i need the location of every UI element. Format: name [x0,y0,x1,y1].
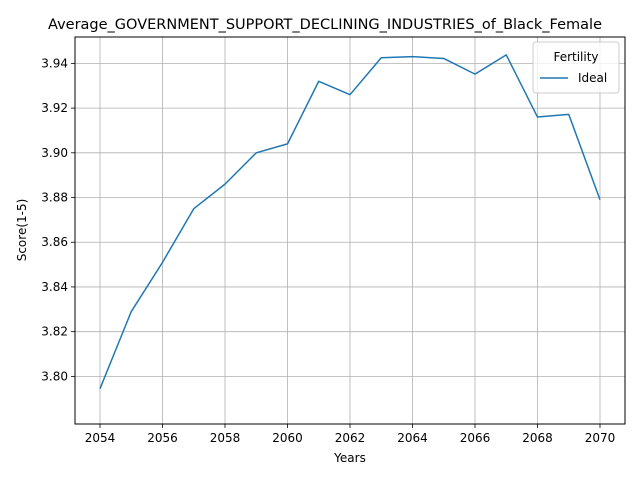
x-tick-label: 2062 [335,431,366,445]
x-tick-label: 2064 [397,431,428,445]
y-tick-label: 3.86 [41,235,68,249]
x-tick-label: 2070 [585,431,616,445]
x-axis-label: Years [333,451,366,465]
y-tick-label: 3.82 [41,325,68,339]
y-tick-label: 3.88 [41,191,68,205]
x-tick-label: 2066 [460,431,491,445]
x-tick-label: 2068 [522,431,553,445]
axis-ticks: 2054 2056 2058 2060 2062 2064 2066 2068 2070 3.80… [41,56,615,445]
x-tick-label: 2058 [210,431,241,445]
y-tick-label: 3.94 [41,56,68,70]
legend: Fertility Ideal [532,41,620,94]
x-tick-label: 2060 [272,431,303,445]
y-tick-label: 3.80 [41,369,68,383]
series-line-ideal [99,54,601,389]
y-tick-label: 3.92 [41,101,68,115]
x-tick-label: 2056 [147,431,178,445]
y-tick-label: 3.84 [41,280,68,294]
x-tick-label: 2054 [85,431,116,445]
legend-box [532,41,620,94]
legend-label-ideal: Ideal [578,71,607,85]
grid-lines [75,37,625,424]
y-axis-label: Score(1-5) [15,199,29,262]
legend-title: Fertility [553,50,598,64]
series-lines [99,54,601,389]
chart-title: Average_GOVERNMENT_SUPPORT_DECLINING_IND… [48,17,602,33]
y-tick-label: 3.90 [41,146,68,160]
